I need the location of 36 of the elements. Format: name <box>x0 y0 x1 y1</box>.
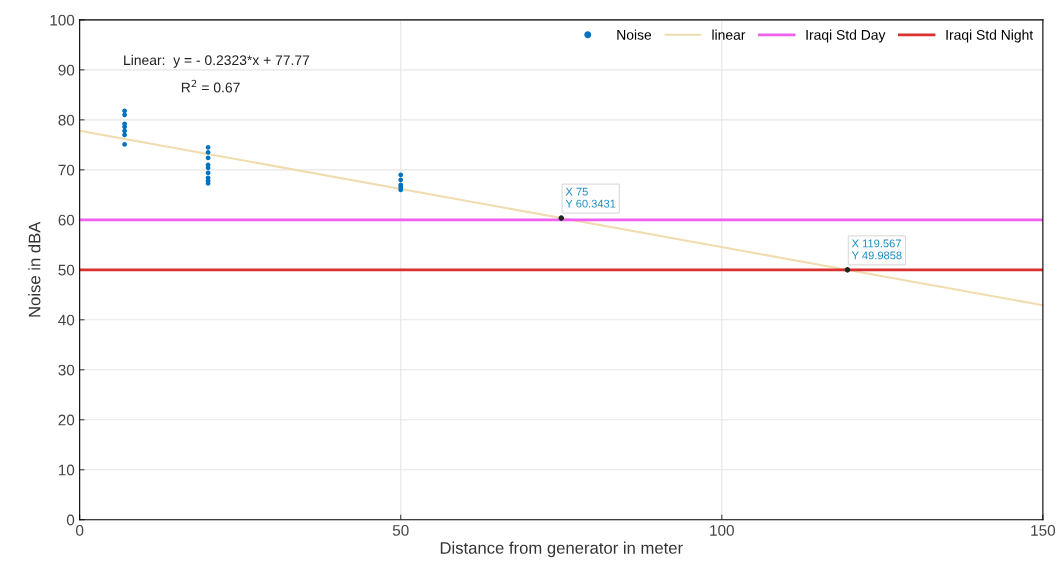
y-tick-label: 70 <box>58 164 75 176</box>
y-tick-label: 50 <box>58 264 75 276</box>
point <box>205 144 211 150</box>
point <box>122 132 127 138</box>
point <box>122 141 127 147</box>
y-tick-label: 30 <box>58 364 75 376</box>
point <box>205 170 211 176</box>
x-tick-label: 50 <box>392 524 409 536</box>
point <box>122 108 127 114</box>
y-tick-label: 100 <box>50 14 75 26</box>
legend-label: Iraqi Std Day <box>806 29 886 43</box>
legend-label: linear <box>712 29 746 40</box>
y-tick-label: 10 <box>58 464 75 476</box>
point <box>398 177 404 183</box>
y-tick-label: 90 <box>58 64 75 76</box>
y-tick-label: 80 <box>58 114 75 126</box>
annotation: X 75 Y 60.3431 <box>565 187 616 208</box>
y-axis-title: Noise in dBA <box>28 221 41 317</box>
annotation: X 119.567 Y 49.9858 <box>851 239 902 260</box>
legend-label: Noise <box>617 29 652 40</box>
x-tick-label: 0 <box>76 524 84 536</box>
y-tick-label: 60 <box>58 214 75 226</box>
point <box>122 128 127 134</box>
annotation: R$^{2}$ = 0.67 <box>181 79 240 93</box>
point <box>122 112 127 118</box>
x-tick-label: 100 <box>710 524 734 536</box>
point <box>205 149 211 155</box>
point <box>398 172 404 178</box>
point <box>205 155 211 161</box>
x-axis-title: Distance from generator in meter <box>440 541 683 558</box>
legend-label: Iraqi Std Night <box>946 29 1034 43</box>
x-tick-label: 150 <box>1031 524 1056 536</box>
annotation: Linear: y = - 0.2323*x + 77.77 <box>124 54 310 68</box>
y-tick-label: 40 <box>58 314 75 326</box>
y-tick-label: 0 <box>66 514 75 526</box>
y-tick-label: 20 <box>58 414 75 426</box>
